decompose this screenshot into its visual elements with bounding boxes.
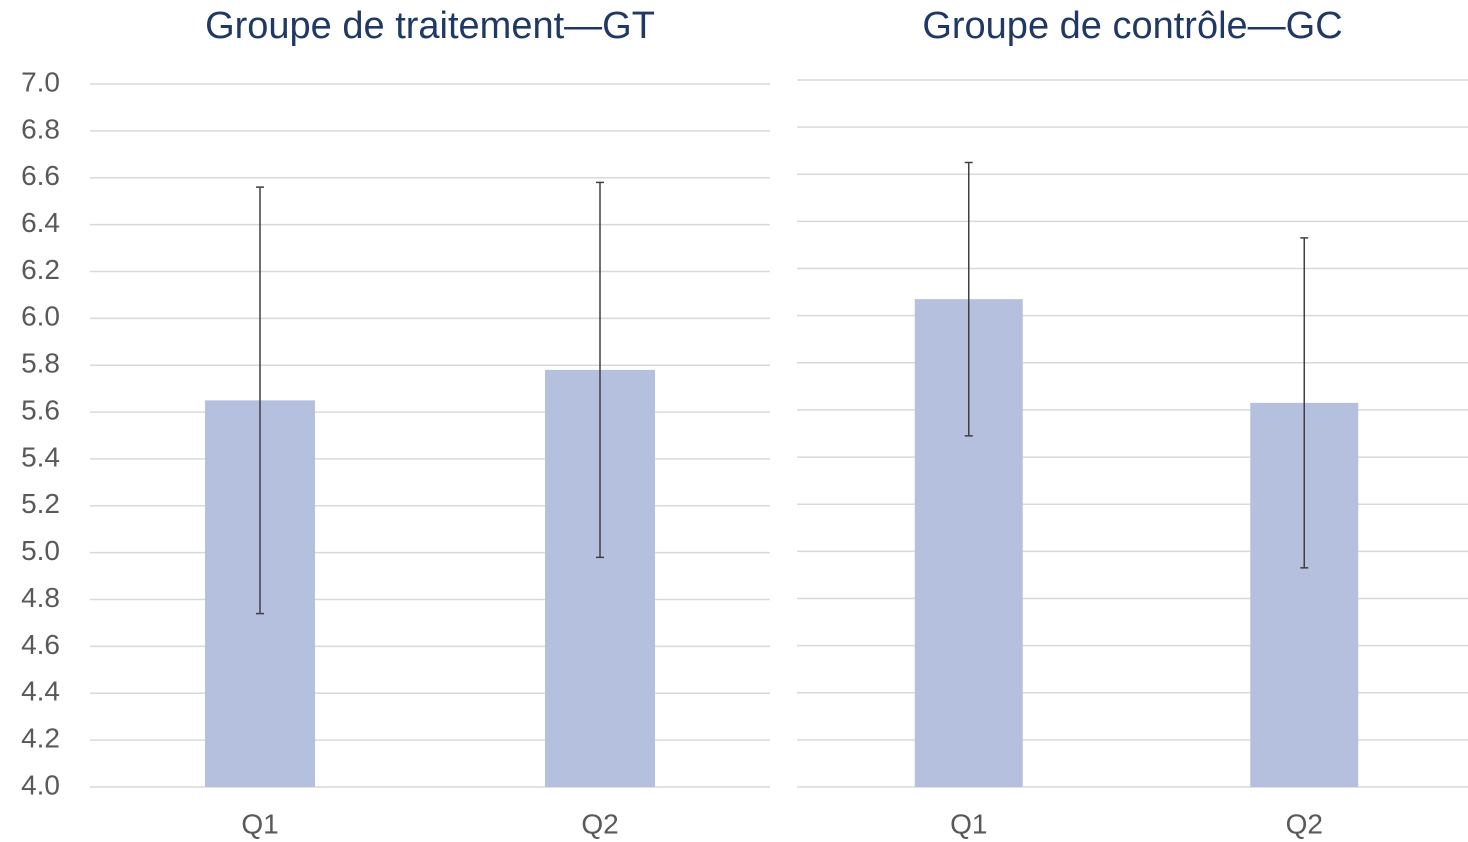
- y-tick-label: 5.4: [21, 441, 60, 472]
- error-bar: [964, 161, 973, 437]
- y-tick-label: 6.4: [21, 207, 60, 238]
- y-tick-label: 5.6: [21, 394, 60, 425]
- y-tick-label: 5.0: [21, 535, 60, 566]
- chart-title: Groupe de contrôle—GC: [922, 5, 1342, 47]
- error-bar: [256, 186, 264, 615]
- x-tick-label: Q2: [581, 808, 618, 839]
- y-tick-label: 5.8: [21, 348, 60, 379]
- y-tick-label: 4.0: [21, 769, 60, 800]
- y-tick-label: 4.8: [21, 582, 60, 613]
- chart-title: Groupe de traitement—GT: [205, 5, 655, 47]
- error-bar: [596, 181, 604, 559]
- y-tick-label: 4.4: [21, 676, 60, 707]
- x-tick-label: Q1: [241, 808, 278, 839]
- y-tick-label: 6.8: [21, 113, 60, 144]
- y-tick-label: 6.2: [21, 254, 60, 285]
- y-tick-label: 7.0: [21, 66, 60, 97]
- y-tick-label: 6.6: [21, 160, 60, 191]
- y-tick-label: 4.2: [21, 723, 60, 754]
- y-tick-label: 6.0: [21, 301, 60, 332]
- x-tick-label: Q2: [1286, 808, 1323, 839]
- x-tick-label: Q1: [950, 808, 987, 839]
- y-tick-label: 4.6: [21, 629, 60, 660]
- error-bar: [1300, 237, 1309, 569]
- y-tick-label: 5.2: [21, 488, 60, 519]
